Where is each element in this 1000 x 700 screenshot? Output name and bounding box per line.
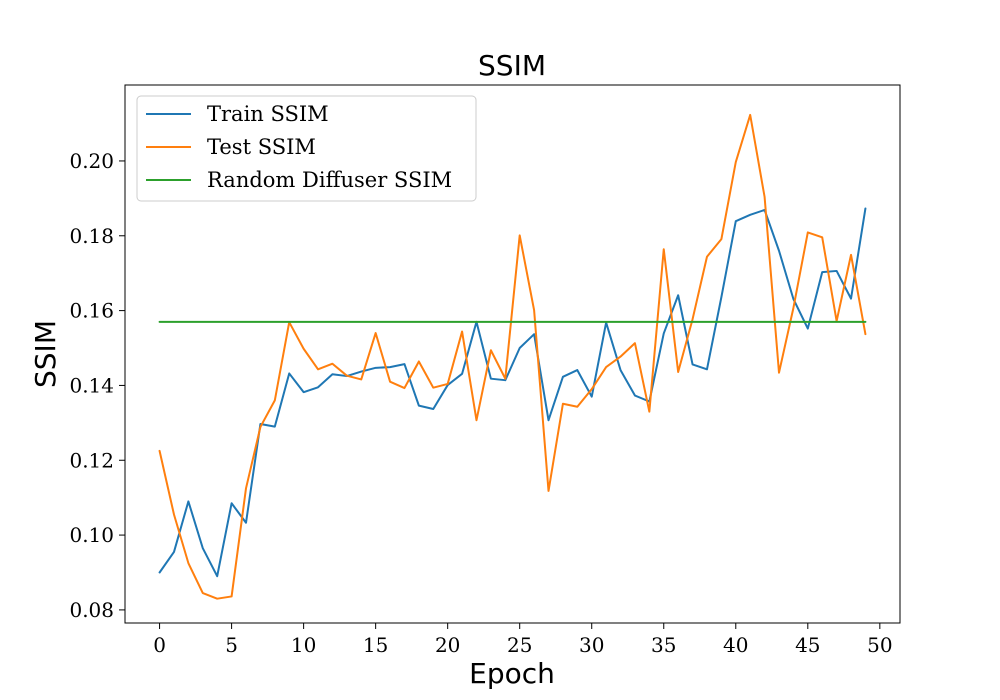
y-axis-label: SSIM	[29, 320, 62, 388]
x-tick-label: 45	[795, 633, 820, 657]
x-tick-label: 10	[291, 633, 316, 657]
series-line-0	[158, 207, 867, 578]
x-tick-label: 40	[723, 633, 748, 657]
x-tick-label: 15	[363, 633, 388, 657]
x-axis-ticks: 0 5 10 15 20 25 30 35 40 45 50	[153, 623, 893, 657]
series-line-1	[158, 113, 867, 600]
x-tick-label: 20	[435, 633, 460, 657]
legend: Train SSIM Test SSIM Random Diffuser SSIM	[136, 95, 477, 202]
y-tick-label: 0.20	[69, 149, 114, 173]
y-axis-ticks: 0.08 0.10 0.12 0.14 0.16 0.18 0.20	[69, 149, 125, 622]
x-tick-label: 25	[507, 633, 532, 657]
y-tick-label: 0.14	[69, 373, 114, 397]
legend-label: Train SSIM	[207, 102, 329, 126]
x-axis-label: Epoch	[469, 657, 555, 690]
x-tick-label: 5	[225, 633, 238, 657]
y-tick-label: 0.10	[69, 523, 114, 547]
legend-box	[136, 95, 477, 202]
legend-label: Random Diffuser SSIM	[207, 168, 452, 192]
y-tick-label: 0.18	[69, 224, 114, 248]
x-tick-label: 30	[579, 633, 604, 657]
x-tick-label: 35	[651, 633, 676, 657]
x-tick-label: 0	[153, 633, 166, 657]
plot-area	[158, 113, 867, 600]
axes-frame	[124, 84, 901, 624]
legend-label: Test SSIM	[207, 135, 316, 159]
y-tick-label: 0.12	[69, 448, 114, 472]
x-tick-label: 50	[867, 633, 892, 657]
y-tick-label: 0.16	[69, 299, 114, 323]
chart-title: SSIM	[478, 49, 546, 82]
y-tick-label: 0.08	[69, 598, 114, 622]
